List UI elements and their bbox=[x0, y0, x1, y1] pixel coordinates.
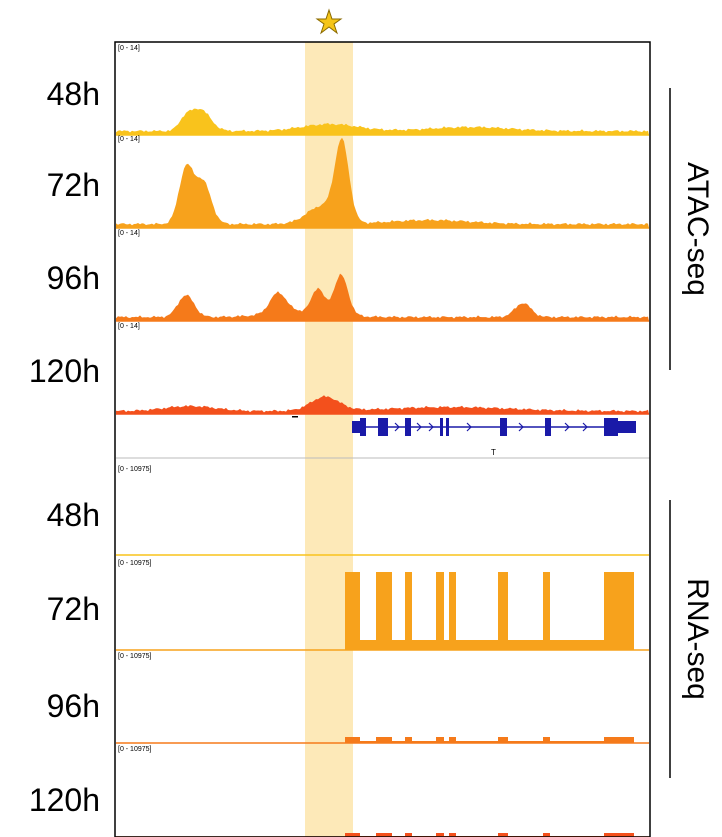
rna-range-label-120h: [0 - 10975] bbox=[118, 746, 152, 753]
gene-exon bbox=[405, 418, 411, 436]
star-icon bbox=[315, 8, 343, 35]
atac-group-label: ATAC-seq bbox=[681, 162, 714, 296]
atac-signal-48h bbox=[116, 108, 649, 135]
atac-time-label-48h: 48h bbox=[47, 76, 100, 112]
atac-signal-96h bbox=[116, 273, 649, 321]
gene-exon bbox=[545, 418, 551, 436]
atac-time-label-120h: 120h bbox=[29, 353, 100, 389]
rna-group-label: RNA-seq bbox=[681, 578, 714, 700]
strand-arrow bbox=[416, 422, 422, 432]
rna-time-label-96h: 96h bbox=[47, 688, 100, 724]
rna-time-label-120h: 120h bbox=[29, 782, 100, 818]
time-labels: 48h 72h 96h 120h 48h 72h 96h 120h bbox=[29, 76, 100, 818]
signal-tracks bbox=[116, 108, 649, 837]
rna-range-label-48h: [0 - 10975] bbox=[118, 466, 152, 473]
gene-name: T bbox=[491, 448, 496, 457]
gene-exon bbox=[378, 418, 388, 436]
gene-model: T bbox=[116, 416, 650, 459]
atac-time-label-96h: 96h bbox=[47, 260, 100, 296]
track-baselines bbox=[116, 134, 649, 837]
range-labels: [0 - 14] [0 - 14] [0 - 14] [0 - 14] [0 -… bbox=[118, 45, 152, 753]
strand-arrow bbox=[394, 422, 400, 432]
rna-range-label-72h: [0 - 10975] bbox=[118, 560, 152, 567]
gene-exon bbox=[352, 421, 360, 433]
rna-time-label-72h: 72h bbox=[47, 591, 100, 627]
rna-signal-72h bbox=[345, 572, 634, 650]
gene-exon bbox=[604, 418, 618, 436]
rna-time-label-48h: 48h bbox=[47, 497, 100, 533]
atac-range-label-120h: [0 - 14] bbox=[118, 323, 140, 330]
gene-exon bbox=[500, 418, 507, 436]
rna-signal-96h bbox=[345, 737, 634, 743]
atac-range-label-96h: [0 - 14] bbox=[118, 230, 140, 237]
small-feature-mark bbox=[292, 416, 298, 418]
rna-range-label-96h: [0 - 10975] bbox=[118, 653, 152, 660]
gene-exon bbox=[446, 418, 449, 436]
rna-signal-120h bbox=[345, 833, 634, 837]
browser-frame bbox=[114, 41, 651, 837]
gene-strand-arrows bbox=[394, 422, 588, 432]
atac-signal-72h bbox=[116, 137, 649, 228]
gene-exons bbox=[352, 418, 636, 436]
gene-exon bbox=[360, 418, 366, 436]
strand-arrow bbox=[582, 422, 588, 432]
strand-arrow bbox=[428, 422, 434, 432]
atac-signal-120h bbox=[116, 395, 649, 414]
atac-time-label-72h: 72h bbox=[47, 167, 100, 203]
strand-arrow bbox=[564, 422, 570, 432]
strand-arrow bbox=[466, 422, 472, 432]
atac-range-label-48h: [0 - 14] bbox=[118, 45, 140, 52]
strand-arrow bbox=[518, 422, 524, 432]
gene-exon bbox=[440, 418, 443, 436]
atac-range-label-72h: [0 - 14] bbox=[118, 136, 140, 143]
gene-exon bbox=[618, 421, 636, 433]
